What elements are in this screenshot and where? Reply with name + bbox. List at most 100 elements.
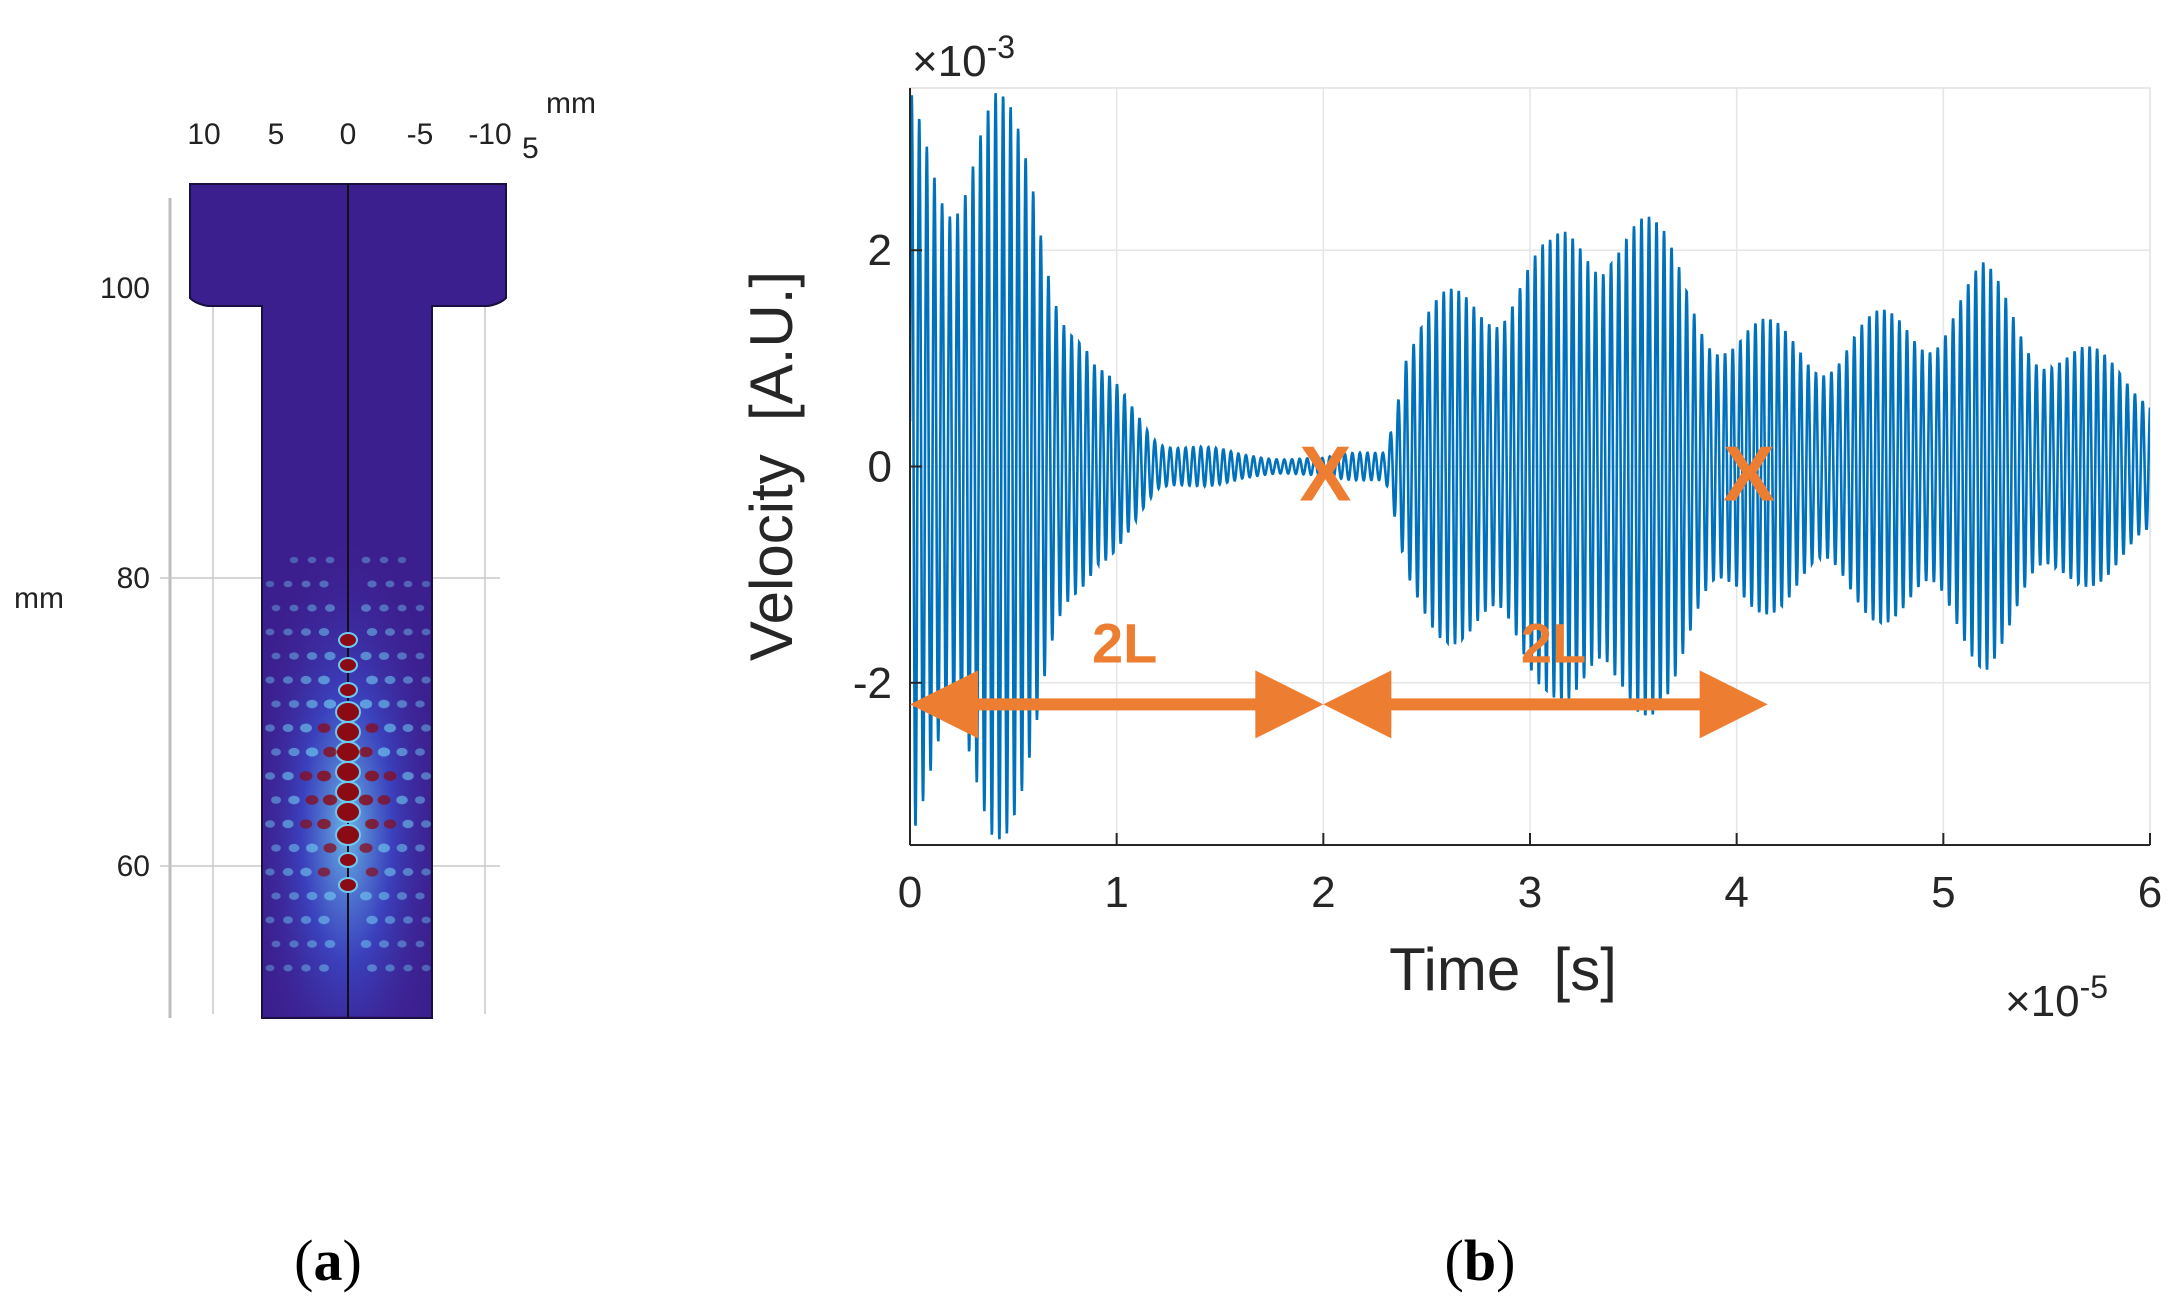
chart-y-exponent: ×10-3 bbox=[912, 29, 1015, 86]
field-lobe bbox=[265, 820, 275, 828]
field-lobe bbox=[325, 556, 335, 564]
field-lobe bbox=[271, 892, 281, 900]
field-lobe bbox=[282, 819, 294, 829]
field-lobe bbox=[421, 580, 431, 588]
field-lobe bbox=[289, 604, 299, 612]
series-line-velocity bbox=[910, 93, 2150, 840]
field-hotspot bbox=[335, 721, 361, 743]
chart-x-tick-label: 6 bbox=[2138, 868, 2162, 917]
field-lobe bbox=[271, 652, 281, 660]
field-lobe bbox=[288, 892, 300, 900]
field-lobe bbox=[385, 580, 395, 588]
field-lobe bbox=[324, 651, 336, 661]
field-lobe bbox=[289, 652, 299, 660]
field-hotspot bbox=[338, 877, 358, 893]
field-lobe bbox=[288, 843, 300, 853]
chart-x-exponent-base: ×10 bbox=[2005, 977, 2080, 1026]
field-lobe bbox=[361, 604, 371, 612]
panel-a-x-tick: 5 bbox=[268, 118, 285, 151]
field-hotspot bbox=[335, 801, 361, 823]
field-lobe bbox=[396, 795, 408, 805]
field-lobe bbox=[306, 699, 318, 709]
panel-a-x-tick: 0 bbox=[340, 118, 357, 151]
x-marker: X bbox=[1299, 430, 1351, 518]
chart-annotations: 2L 2L X X bbox=[910, 430, 1775, 739]
field-lobe bbox=[271, 940, 281, 948]
field-hotspot bbox=[338, 632, 358, 648]
field-lobe bbox=[397, 556, 407, 564]
field-lobe bbox=[403, 916, 413, 924]
field-lobe bbox=[396, 892, 408, 900]
arrow-head-right bbox=[1699, 670, 1768, 739]
caption-b-letter: b bbox=[1464, 1228, 1496, 1293]
panel-a-y-tick: 80 bbox=[117, 562, 150, 595]
field-lobe bbox=[299, 819, 313, 829]
field-lobe bbox=[360, 651, 372, 661]
field-lobe bbox=[397, 604, 407, 612]
field-lobe bbox=[323, 746, 337, 758]
field-lobe bbox=[265, 724, 275, 732]
field-lobe bbox=[415, 652, 425, 660]
field-lobe bbox=[300, 723, 312, 733]
chart-x-tick-label: 1 bbox=[1104, 868, 1128, 917]
panel-b-chart: 0 1 2 3 4 5 6 2 0 -2 Time [s] Velocity [A.U.] ×10… bbox=[738, 29, 2162, 1293]
field-lobe bbox=[366, 915, 378, 925]
field-lobe bbox=[306, 843, 318, 853]
field-lobe bbox=[396, 843, 408, 853]
field-lobe bbox=[379, 604, 389, 612]
field-lobe bbox=[265, 964, 275, 972]
chart-x-tick-label: 3 bbox=[1518, 868, 1542, 917]
field-lobe bbox=[288, 795, 300, 805]
field-lobe bbox=[366, 964, 378, 972]
panel-a-x-unit: mm bbox=[546, 87, 596, 120]
field-lobe bbox=[324, 891, 336, 901]
field-lobe bbox=[378, 940, 390, 948]
field-lobe bbox=[402, 676, 414, 684]
field-lobe bbox=[377, 747, 391, 757]
arrow-head-right bbox=[1255, 670, 1324, 739]
field-lobe bbox=[300, 867, 312, 877]
double-arrow-2L: 2L bbox=[1323, 611, 1768, 739]
panel-a-x-tick-extra: 5 bbox=[522, 132, 539, 165]
field-lobe bbox=[271, 604, 281, 612]
chart-y-tick-label: 2 bbox=[868, 226, 892, 275]
chart-y-tick-label: -2 bbox=[853, 659, 892, 708]
field-lobe bbox=[301, 580, 311, 588]
field-lobe bbox=[359, 746, 373, 758]
chart-x-label: Time [s] bbox=[1389, 936, 1617, 1003]
chart-x-exponent: ×10-5 bbox=[2005, 969, 2108, 1026]
field-lobe bbox=[384, 867, 396, 877]
field-hotspot bbox=[335, 741, 361, 763]
field-lobe bbox=[384, 675, 396, 685]
field-lobe bbox=[402, 771, 414, 781]
field-hotspot bbox=[338, 852, 358, 868]
field-lobe bbox=[318, 915, 330, 925]
field-lobe bbox=[282, 771, 294, 781]
panel-a-y-tick: 60 bbox=[117, 850, 150, 883]
field-lobe bbox=[299, 771, 313, 781]
field-lobe bbox=[421, 964, 431, 972]
field-lobe bbox=[306, 652, 318, 660]
panel-a-simulation: mm mm 10 5 0 -5 -10 5 100 80 60 (a) bbox=[14, 87, 596, 1293]
field-lobe bbox=[402, 723, 414, 733]
field-hotspot bbox=[338, 682, 358, 698]
panel-a-x-tick: 10 bbox=[187, 118, 220, 151]
chart-y-label: Velocity [A.U.] bbox=[738, 271, 805, 661]
field-lobe bbox=[283, 580, 293, 588]
field-lobe bbox=[282, 676, 294, 684]
field-hotspot bbox=[335, 781, 361, 803]
caption-a: (a) bbox=[294, 1228, 362, 1293]
field-lobe bbox=[319, 580, 329, 588]
field-lobe bbox=[318, 675, 330, 685]
chart-x-tick-label: 0 bbox=[898, 868, 922, 917]
field-lobe bbox=[307, 556, 317, 564]
chart-ticks: 0 1 2 3 4 5 6 2 0 -2 bbox=[853, 226, 2162, 917]
panel-a-y-unit: mm bbox=[14, 582, 64, 615]
field-lobe bbox=[317, 867, 331, 877]
field-lobe bbox=[317, 723, 331, 733]
field-lobe bbox=[271, 748, 281, 756]
field-lobe bbox=[323, 843, 337, 853]
field-lobe bbox=[366, 628, 378, 636]
field-lobe bbox=[270, 796, 282, 804]
